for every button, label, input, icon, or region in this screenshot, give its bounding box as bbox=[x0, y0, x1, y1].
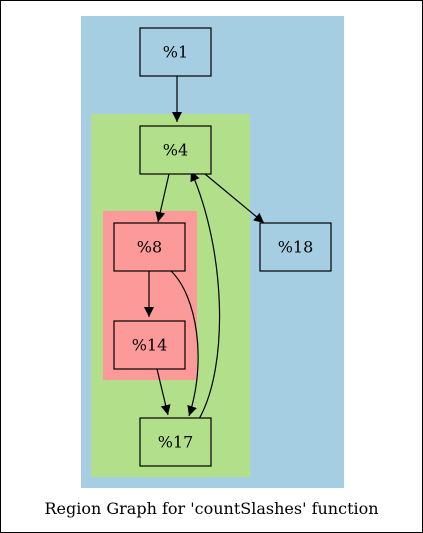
node-14: %14 bbox=[113, 320, 186, 370]
node-8-label: %8 bbox=[137, 238, 162, 257]
node-18-label: %18 bbox=[278, 238, 314, 257]
graph-caption: Region Graph for 'countSlashes' function bbox=[44, 499, 379, 518]
node-18: %18 bbox=[259, 222, 332, 272]
region-graph: %1 %4 %8 %14 %17 %18 bbox=[81, 16, 344, 488]
edge-8-to-17 bbox=[170, 270, 199, 417]
node-4-label: %4 bbox=[163, 141, 188, 160]
edge-17-to-4 bbox=[190, 170, 221, 420]
node-14-label: %14 bbox=[132, 336, 168, 355]
edge-4-to-8 bbox=[155, 173, 170, 223]
node-8: %8 bbox=[113, 222, 186, 272]
node-1-label: %1 bbox=[163, 43, 188, 62]
edge-14-to-17 bbox=[156, 368, 171, 416]
edge-4-to-18 bbox=[204, 173, 265, 224]
node-1: %1 bbox=[139, 27, 212, 77]
node-17: %17 bbox=[139, 417, 212, 467]
node-17-label: %17 bbox=[158, 433, 194, 452]
node-4: %4 bbox=[139, 125, 212, 175]
